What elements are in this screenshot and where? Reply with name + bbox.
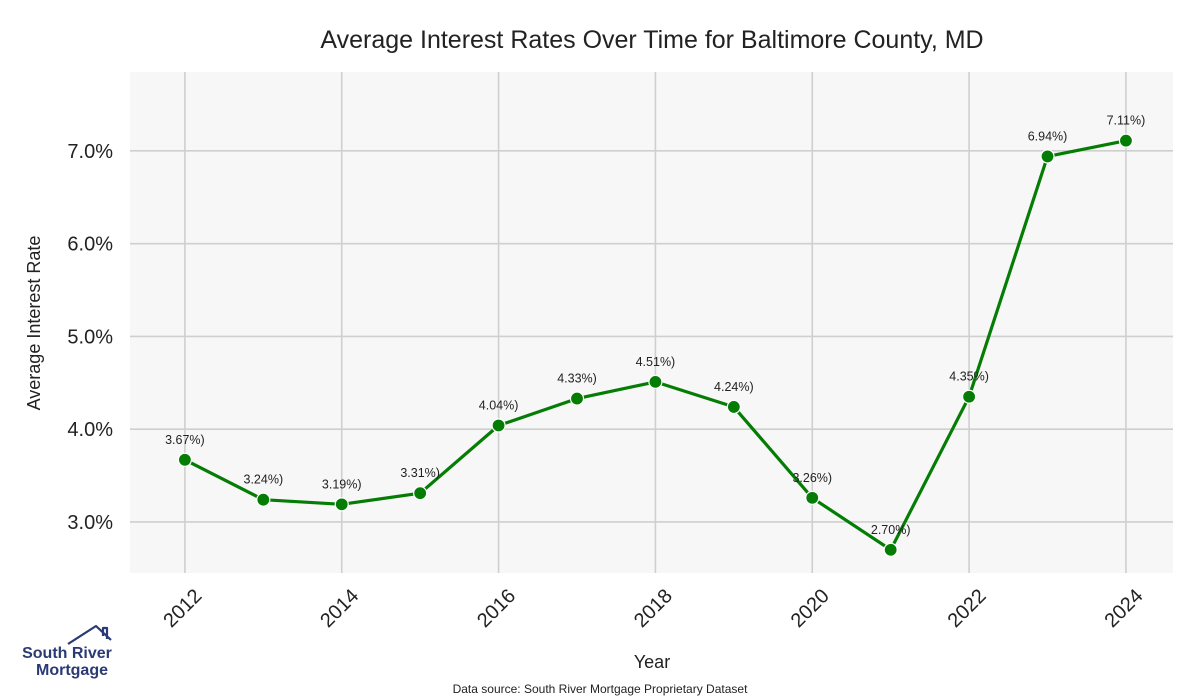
logo-line-2: Mortgage bbox=[36, 662, 108, 679]
y-tick-label: 4.0% bbox=[67, 419, 113, 441]
data-label-2022: 4.35%) bbox=[949, 370, 989, 384]
x-tick-label: 2024 bbox=[1100, 585, 1147, 632]
x-tick-label: 2016 bbox=[473, 585, 520, 632]
data-point-2019 bbox=[726, 399, 741, 415]
data-point-2015 bbox=[413, 486, 428, 501]
x-tick-label: 2020 bbox=[787, 585, 834, 632]
data-point-2021 bbox=[883, 542, 898, 557]
data-point-2017 bbox=[569, 391, 585, 406]
data-label-2024: 7.11%) bbox=[1107, 114, 1146, 128]
x-tick-label: 2014 bbox=[316, 585, 363, 632]
y-tick-labels: 3.0% 4.0% 5.0% 6.0% 7.0% bbox=[67, 141, 113, 534]
plot-area bbox=[130, 72, 1173, 573]
data-label-2023: 6.94%) bbox=[1028, 129, 1068, 143]
data-point-2018 bbox=[648, 374, 663, 389]
y-gridlines bbox=[130, 150, 1173, 523]
y-tick-label: 3.0% bbox=[67, 512, 113, 534]
y-tick-label: 6.0% bbox=[67, 234, 113, 256]
data-label-2020: 3.26%) bbox=[792, 471, 832, 485]
data-point-2016 bbox=[491, 418, 506, 433]
data-point-2022 bbox=[962, 389, 977, 404]
logo-line-1: South River bbox=[22, 645, 112, 662]
data-label-2019: 4.24%) bbox=[714, 380, 754, 394]
data-point-2024 bbox=[1118, 133, 1134, 148]
y-tick-label: 7.0% bbox=[67, 141, 113, 163]
data-label-2018: 4.51%) bbox=[636, 355, 676, 369]
data-label-2013: 3.24%) bbox=[244, 473, 284, 487]
data-label-2016: 4.04%) bbox=[479, 398, 519, 412]
chart-title: Average Interest Rates Over Time for Bal… bbox=[320, 26, 983, 54]
house-icon bbox=[67, 624, 112, 645]
x-tick-label: 2022 bbox=[944, 585, 991, 632]
series-layer bbox=[177, 133, 1134, 557]
data-label-2015: 3.31%) bbox=[400, 466, 440, 480]
data-label-2021: 2.70%) bbox=[871, 523, 911, 537]
data-point-2012 bbox=[177, 452, 192, 467]
data-point-2013 bbox=[256, 492, 271, 507]
south-river-logo: South River Mortgage bbox=[22, 624, 112, 679]
x-tick-labels: 2012 2014 2016 2018 2020 2022 2024 bbox=[159, 585, 1147, 632]
data-point-2014 bbox=[334, 497, 349, 512]
data-point-2020 bbox=[805, 490, 820, 505]
x-gridlines bbox=[184, 72, 1127, 573]
data-label-2014: 3.19%) bbox=[322, 477, 362, 491]
data-point-2023 bbox=[1040, 149, 1055, 164]
x-axis-label: Year bbox=[634, 652, 670, 672]
y-axis-label: Average Interest Rate bbox=[24, 236, 44, 411]
data-labels: 3.67%) 3.24%) 3.19%) 3.31%) 4.04%) 4.33%) 4.51… bbox=[165, 114, 1145, 537]
x-tick-label: 2012 bbox=[159, 585, 206, 632]
data-label-2017: 4.33%) bbox=[557, 372, 597, 386]
data-label-2012: 3.67%) bbox=[165, 433, 205, 447]
source-note: Data source: South River Mortgage Propri… bbox=[453, 682, 748, 696]
x-tick-label: 2018 bbox=[630, 585, 677, 632]
y-tick-label: 5.0% bbox=[67, 326, 113, 348]
